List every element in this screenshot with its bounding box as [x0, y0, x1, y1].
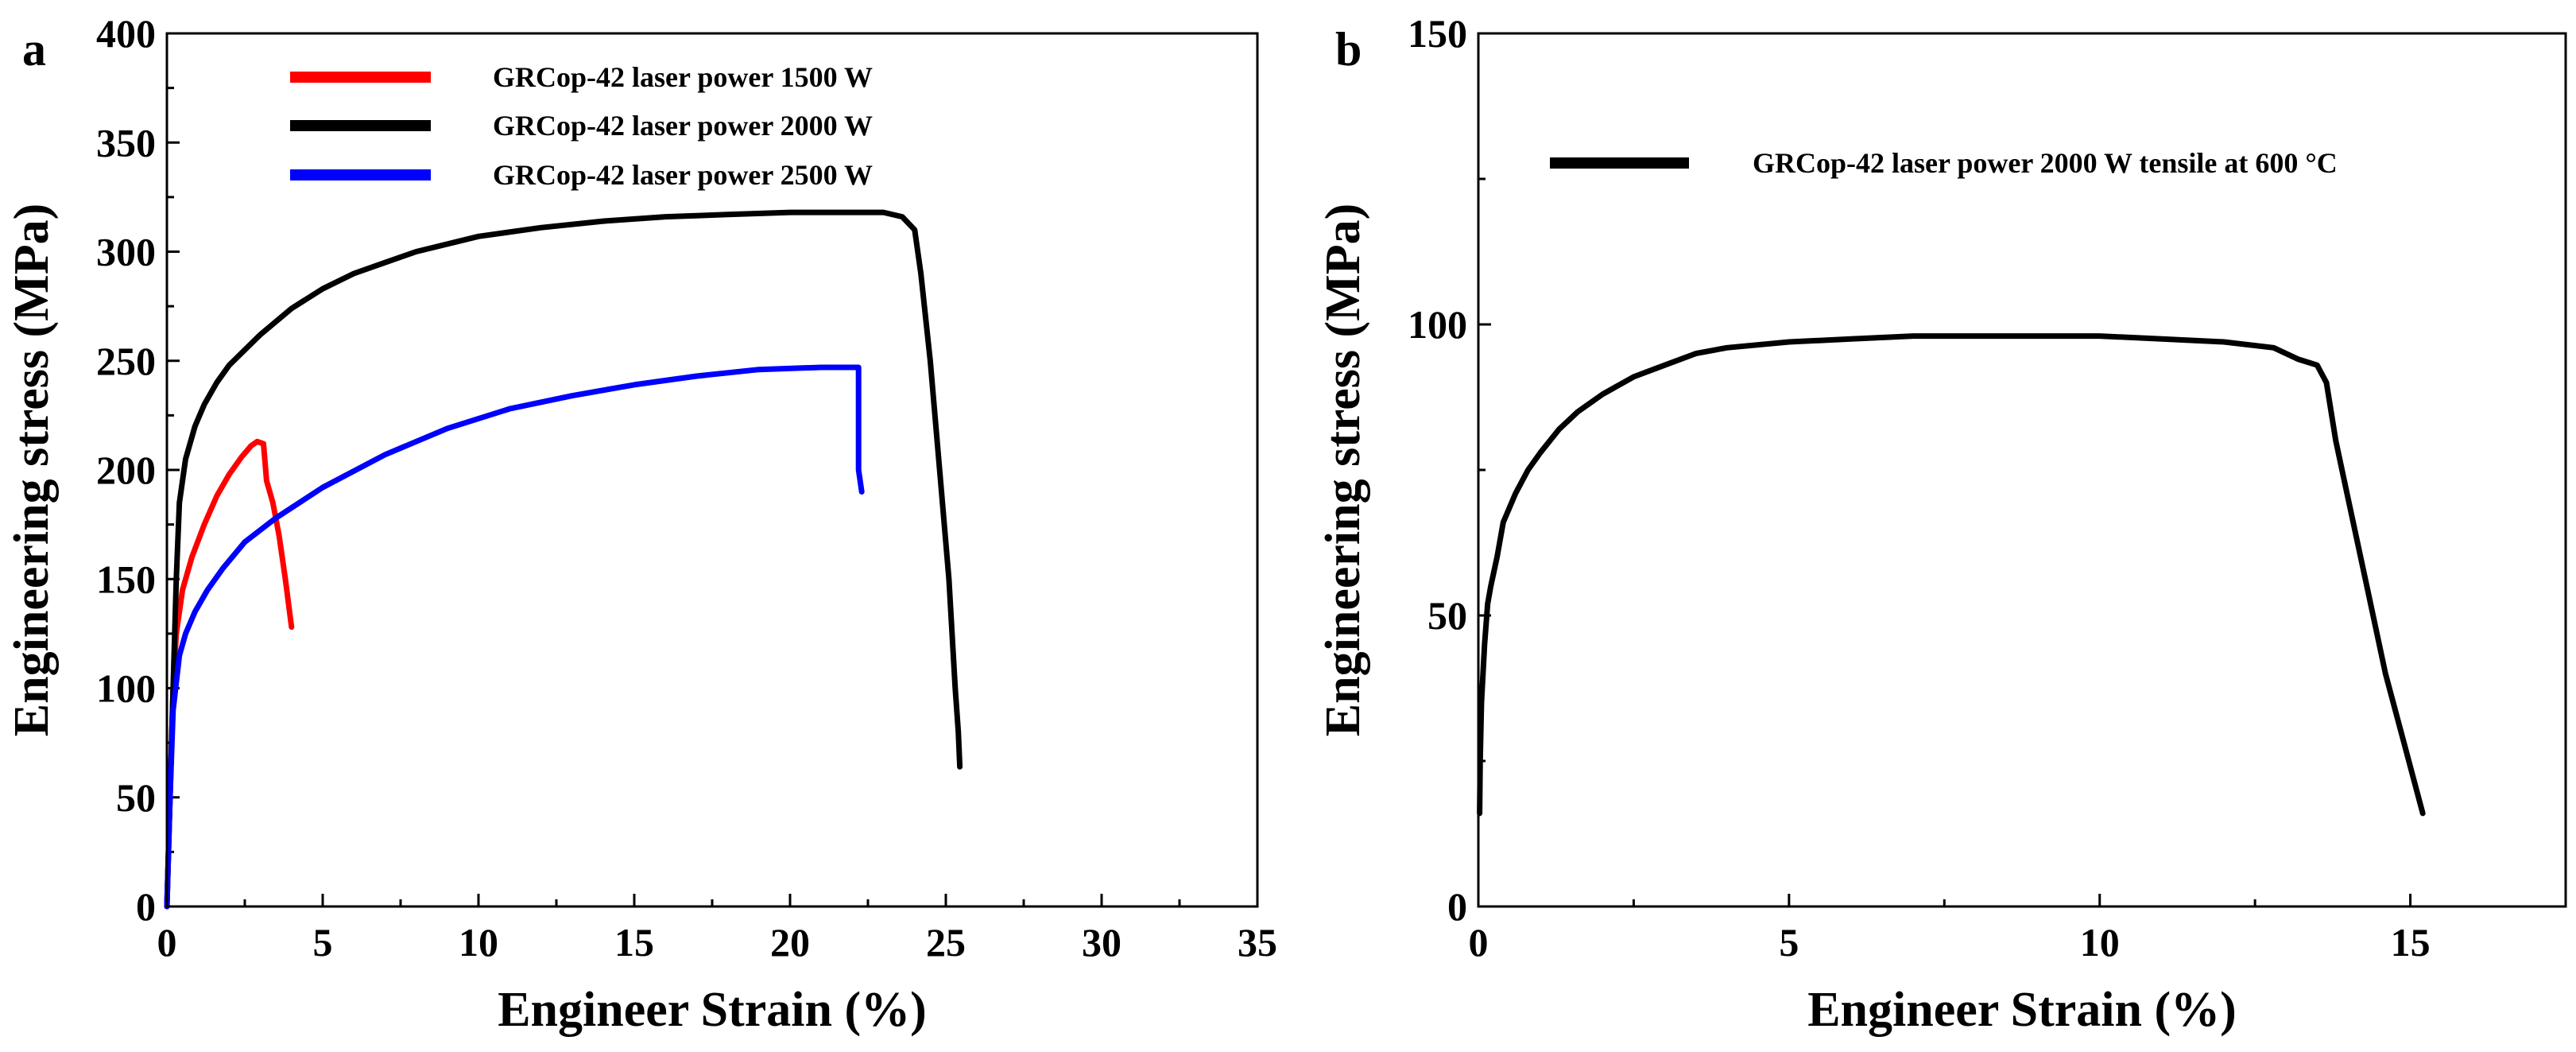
- chart-panel-a: a 0 50 100 150 200 250 300 350 400 0 5 10 15 20 25 30 3…: [5, 11, 1277, 1037]
- chart-panel-b: b 0 50 100 150 0 5 10 15 Engineering stress (M…: [1316, 11, 2567, 1037]
- panel-b-y-axis-ticks: 0 50 100 150: [1408, 11, 1491, 929]
- panel-a-plot-frame: [165, 32, 1259, 908]
- panel-a-series: [164, 209, 963, 910]
- panel-a-x-axis-title: Engineer Strain (%): [498, 983, 927, 1037]
- panel-b-y-axis-title: Engineering stress (MPa): [1316, 204, 1370, 736]
- panel-b-series: [1477, 333, 2426, 817]
- legend-label-600c: GRCop-42 laser power 2000 W tensile at 6…: [1753, 147, 2338, 179]
- panel-a-y-tick-label: 350: [96, 120, 156, 165]
- panel-b-y-tick-label: 150: [1408, 11, 1467, 56]
- legend-label-2500w: GRCop-42 laser power 2500 W: [493, 159, 873, 191]
- panel-a-x-tick-label: 25: [926, 920, 966, 965]
- panel-a-series-line-2: [164, 364, 865, 910]
- legend-label-1500w: GRCop-42 laser power 1500 W: [493, 61, 873, 93]
- panel-a-x-tick-label: 5: [313, 920, 333, 965]
- panel-b-x-tick-label: 5: [1779, 920, 1799, 965]
- panel-a-y-tick-label: 300: [96, 230, 156, 274]
- panel-a-x-tick-label: 35: [1238, 920, 1277, 965]
- panel-a-x-tick-label: 10: [459, 920, 498, 965]
- panel-a-y-tick-label: 0: [136, 884, 156, 929]
- panel-b-x-axis-ticks: 0 5 10 15: [1469, 894, 2431, 965]
- panel-b-letter: b: [1335, 23, 1362, 76]
- panel-a-x-tick-label: 20: [770, 920, 810, 965]
- panel-b-x-axis-title: Engineer Strain (%): [1807, 983, 2237, 1037]
- panel-b-y-tick-label: 50: [1427, 593, 1467, 638]
- panel-a-y-axis-title: Engineering stress (MPa): [5, 204, 59, 736]
- panel-a-letter: a: [22, 23, 46, 76]
- legend-label-2000w: GRCop-42 laser power 2000 W: [493, 110, 873, 142]
- panel-b-series-line-0: [1477, 333, 2426, 817]
- panel-b-x-tick-label: 0: [1469, 920, 1489, 965]
- panel-a-series-line-0: [164, 438, 295, 910]
- panel-a-y-tick-label: 50: [116, 775, 156, 820]
- panel-a-x-tick-label: 0: [157, 920, 177, 965]
- panel-a-x-axis-ticks: 0 5 10 15 20 25 30 35: [157, 894, 1277, 965]
- panel-a-y-tick-label: 150: [96, 557, 156, 601]
- panel-b-y-tick-label: 0: [1447, 884, 1467, 929]
- panel-b-plot-frame: [1477, 32, 2567, 908]
- panel-b-x-tick-label: 10: [2080, 920, 2120, 965]
- panel-a-y-axis-ticks: 0 50 100 150 200 250 300 350 400: [96, 11, 180, 929]
- panel-b-legend: GRCop-42 laser power 2000 W tensile at 6…: [1550, 147, 2338, 179]
- panel-a-y-tick-label: 200: [96, 448, 156, 492]
- panel-a-y-tick-label: 100: [96, 666, 156, 711]
- panel-a-legend: GRCop-42 laser power 1500 W GRCop-42 las…: [290, 61, 873, 191]
- panel-b-x-tick-label: 15: [2391, 920, 2431, 965]
- panel-a-y-tick-label: 400: [96, 11, 156, 56]
- panel-a-y-tick-label: 250: [96, 339, 156, 383]
- panel-a-x-tick-label: 15: [614, 920, 654, 965]
- panel-a-series-line-1: [164, 209, 963, 910]
- panel-b-y-tick-label: 100: [1408, 302, 1467, 347]
- panel-a-x-tick-label: 30: [1082, 920, 1121, 965]
